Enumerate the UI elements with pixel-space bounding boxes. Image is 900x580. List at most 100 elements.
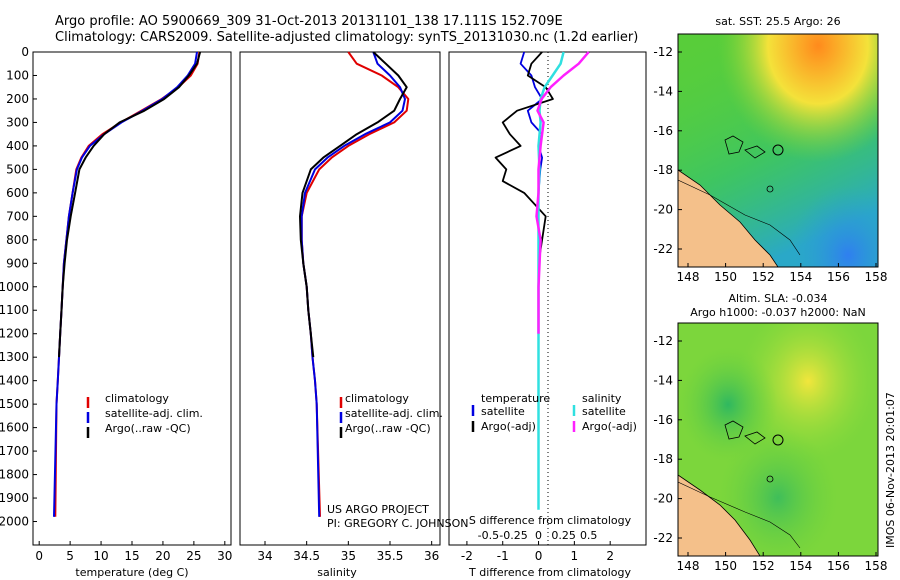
series-argo	[299, 51, 408, 358]
map-ytick-label: -22	[653, 531, 673, 545]
sla-map-title1: Altim. SLA: -0.034	[728, 292, 827, 305]
map-ytick-label: -14	[653, 373, 673, 387]
difference-legend: temperature salinity satellite Argo(-adj…	[471, 392, 637, 433]
sla-map-title2: Argo h1000: -0.037 h2000: NaN	[690, 306, 866, 319]
credit-project: US ARGO PROJECT	[327, 503, 429, 516]
depth-tick-label: 1400	[0, 374, 29, 388]
difference-axes-box	[448, 51, 647, 546]
depth-tick-label: 1300	[0, 350, 29, 364]
s-difference-label: S difference from climatology	[469, 514, 632, 527]
map-ytick-label: -18	[653, 452, 673, 466]
salinity-xticks: 34 34.5 35 35.5 36	[257, 541, 439, 563]
sst-island	[766, 185, 774, 193]
sst-shelf-contour	[678, 179, 801, 256]
x-tick-label: 0	[35, 549, 43, 563]
legend-label-temp-satellite: satellite	[481, 405, 525, 418]
map-xtick-label: 158	[865, 559, 888, 573]
depth-tick-label: 800	[6, 233, 29, 247]
sla-shelf-contour	[678, 481, 801, 549]
map-xtick-label: 150	[714, 270, 737, 284]
sst-reef-contours	[724, 135, 766, 159]
s-tick-label: 0.5	[580, 529, 598, 542]
temperature-xticks: 0 5 10 15 20 25 30	[35, 541, 232, 563]
legend-header-salinity: salinity	[582, 392, 622, 405]
s-tick-label: 0	[535, 529, 542, 542]
difference-xticks: -2 -1 0 1 2	[461, 541, 614, 563]
map-ytick-label: -20	[653, 203, 673, 217]
sla-argo-marker	[772, 434, 784, 446]
legend-header-temperature: temperature	[481, 392, 550, 405]
salinity-series	[299, 51, 410, 517]
sla-xticks: 148 150 152 154 156 158	[677, 552, 888, 573]
legend-label-climatology: climatology	[345, 392, 409, 405]
sst-yticks: -12 -14 -16 -18 -20 -22	[653, 45, 682, 256]
x-tick-label: 10	[93, 549, 108, 563]
depth-tick-label: 1000	[0, 280, 29, 294]
x-tick-label: -2	[461, 549, 473, 563]
depth-tick-label: 900	[6, 256, 29, 270]
x-tick-label: 34	[257, 549, 272, 563]
sst-map: sat. SST: 25.5 Argo: 26	[653, 15, 887, 284]
x-tick-label: 20	[155, 549, 170, 563]
x-tick-label: 0	[535, 549, 543, 563]
sla-yticks: -12 -14 -16 -18 -20 -22	[653, 334, 682, 545]
sst-land	[678, 169, 779, 267]
credit-pi: PI: GREGORY C. JOHNSON	[327, 517, 468, 530]
map-xtick-label: 150	[714, 559, 737, 573]
map-xtick-label: 148	[677, 270, 700, 284]
depth-tick-label: 400	[6, 139, 29, 153]
s-tick-label: -0.5	[478, 529, 499, 542]
sla-island	[766, 475, 774, 483]
salinity-panel: 34 34.5 35 35.5 36 salinity climatology sate…	[239, 51, 468, 579]
depth-tick-label: 1900	[0, 491, 29, 505]
x-tick-label: 15	[124, 549, 139, 563]
legend-label-argo: Argo(..raw -QC)	[105, 422, 191, 435]
x-tick-label: -1	[497, 549, 509, 563]
depth-tick-label: 1800	[0, 468, 29, 482]
depth-tick-label: 300	[6, 115, 29, 129]
map-xtick-label: 152	[752, 270, 775, 284]
depth-tick-label: 1200	[0, 327, 29, 341]
depth-tick-label: 700	[6, 209, 29, 223]
series-satellite	[300, 51, 406, 517]
salinity-difference-ticks: -0.5 -0.25 0 0.25 0.5	[478, 529, 598, 542]
sst-map-frame	[677, 33, 879, 268]
x-tick-label: 1	[571, 549, 579, 563]
legend-label-climatology: climatology	[105, 392, 169, 405]
legend-label-sal-satellite: satellite	[582, 405, 626, 418]
series-salinity-argo	[535, 51, 590, 334]
map-xtick-label: 148	[677, 559, 700, 573]
sst-argo-marker	[772, 144, 784, 156]
sla-land	[678, 474, 761, 556]
map-xtick-label: 156	[827, 559, 850, 573]
map-ytick-label: -20	[653, 492, 673, 506]
map-ytick-label: -14	[653, 84, 673, 98]
x-tick-label: 35.5	[377, 549, 404, 563]
series-satellite	[53, 51, 198, 517]
depth-tick-label: 100	[6, 68, 29, 82]
x-tick-label: 30	[217, 549, 232, 563]
depth-tick-label: 0	[21, 45, 29, 59]
series-climatology	[54, 51, 201, 517]
x-tick-label: 34.5	[293, 549, 320, 563]
map-ytick-label: -12	[653, 45, 673, 59]
map-ytick-label: -16	[653, 413, 673, 427]
salinity-xlabel: salinity	[317, 566, 357, 579]
x-tick-label: 36	[424, 549, 439, 563]
x-tick-label: 5	[66, 549, 74, 563]
x-tick-label: 35	[341, 549, 356, 563]
depth-tick-label: 1100	[0, 303, 29, 317]
imos-timestamp: IMOS 06-Nov-2013 20:01:07	[884, 392, 897, 548]
map-ytick-label: -16	[653, 124, 673, 138]
map-xtick-label: 154	[789, 270, 812, 284]
temperature-legend: climatology satellite-adj. clim. Argo(..…	[86, 392, 203, 438]
salinity-axes-box	[239, 51, 441, 546]
legend-label-satellite: satellite-adj. clim.	[345, 407, 443, 420]
depth-tick-label: 1500	[0, 397, 29, 411]
depth-tick-label: 600	[6, 186, 29, 200]
legend-label-satellite: satellite-adj. clim.	[105, 407, 203, 420]
depth-tick-label: 1600	[0, 421, 29, 435]
depth-tick-label: 500	[6, 162, 29, 176]
series-argo	[58, 51, 202, 358]
